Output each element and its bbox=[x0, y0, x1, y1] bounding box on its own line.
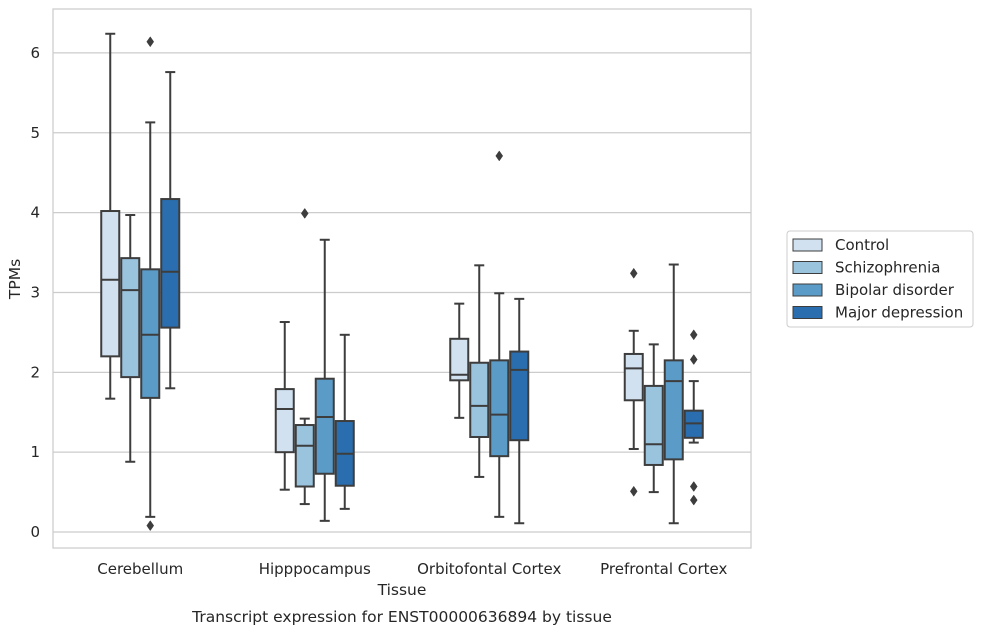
outlier-point bbox=[689, 329, 698, 341]
figure-caption: Transcript expression for ENST0000063689… bbox=[191, 608, 612, 626]
x-tick-label: Prefrontal Cortex bbox=[600, 560, 727, 578]
legend-items: Control Schizophrenia Bipolar disorder Majo… bbox=[792, 236, 963, 322]
box-group bbox=[683, 329, 704, 506]
y-tick-label: 4 bbox=[30, 204, 40, 222]
outlier-point bbox=[629, 267, 638, 279]
y-tick-labels: 0 1 2 3 4 5 6 bbox=[30, 44, 40, 541]
legend-label: Control bbox=[835, 236, 889, 254]
box-iqr bbox=[294, 424, 315, 488]
box-iqr bbox=[120, 257, 141, 379]
y-tick-label: 2 bbox=[30, 363, 40, 381]
outlier-point bbox=[629, 485, 638, 497]
box-group bbox=[469, 264, 490, 478]
y-axis-title: TPMs bbox=[6, 259, 24, 300]
x-tick-label: Hipppocampus bbox=[259, 560, 371, 578]
y-tick-label: 1 bbox=[30, 443, 40, 461]
y-tick-label: 5 bbox=[30, 124, 40, 142]
box-iqr bbox=[160, 198, 181, 329]
box-iqr bbox=[663, 359, 684, 461]
legend-swatch bbox=[792, 261, 823, 274]
box-group bbox=[489, 150, 510, 518]
box-group bbox=[509, 297, 530, 525]
legend-label: Schizophrenia bbox=[835, 259, 940, 277]
box-iqr bbox=[643, 384, 664, 466]
legend-swatch bbox=[792, 306, 823, 319]
legend-label: Bipolar disorder bbox=[835, 281, 955, 299]
box-group bbox=[100, 32, 121, 400]
outlier-point bbox=[146, 520, 155, 532]
outlier-point bbox=[495, 150, 504, 162]
box-group bbox=[274, 321, 295, 491]
legend: Control Schizophrenia Bipolar disorder Majo… bbox=[786, 230, 974, 328]
legend-swatch bbox=[792, 238, 823, 252]
box-iqr bbox=[140, 268, 161, 399]
y-tick-label: 6 bbox=[30, 44, 40, 62]
box-iqr bbox=[274, 388, 295, 454]
box-iqr bbox=[509, 350, 530, 442]
outlier-point bbox=[689, 481, 698, 492]
box-iqr bbox=[623, 352, 644, 402]
box-iqr bbox=[489, 359, 510, 458]
box-group bbox=[120, 214, 141, 463]
box-iqr bbox=[469, 361, 490, 439]
box-groups bbox=[100, 32, 704, 532]
outlier-point bbox=[689, 494, 698, 506]
box-iqr bbox=[314, 377, 335, 475]
outlier-point bbox=[146, 36, 155, 48]
y-tick-label: 0 bbox=[30, 523, 40, 541]
x-tick-label: Orbitofontal Cortex bbox=[417, 560, 561, 578]
outlier-point bbox=[300, 207, 309, 219]
legend-frame bbox=[786, 230, 974, 328]
box-group bbox=[663, 263, 684, 525]
box-group bbox=[140, 36, 161, 532]
box-iqr bbox=[100, 210, 121, 358]
box-group bbox=[294, 207, 315, 506]
x-tick-label: Cerebellum bbox=[97, 560, 183, 578]
x-tick-labels: Cerebellum Hipppocampus Orbitofontal Corte… bbox=[97, 560, 727, 578]
x-axis-title: Tissue bbox=[377, 581, 427, 599]
legend-swatch bbox=[792, 283, 823, 297]
outlier-point bbox=[689, 354, 698, 365]
box-group bbox=[314, 238, 335, 522]
box-iqr bbox=[449, 337, 470, 382]
box-group bbox=[623, 267, 644, 497]
plot-frame bbox=[52, 8, 752, 549]
legend-label: Major depression bbox=[835, 304, 963, 322]
box-group bbox=[449, 302, 470, 419]
y-tick-label: 3 bbox=[30, 283, 40, 301]
box-group bbox=[643, 343, 664, 494]
box-group bbox=[160, 71, 181, 390]
box-group bbox=[334, 333, 355, 510]
